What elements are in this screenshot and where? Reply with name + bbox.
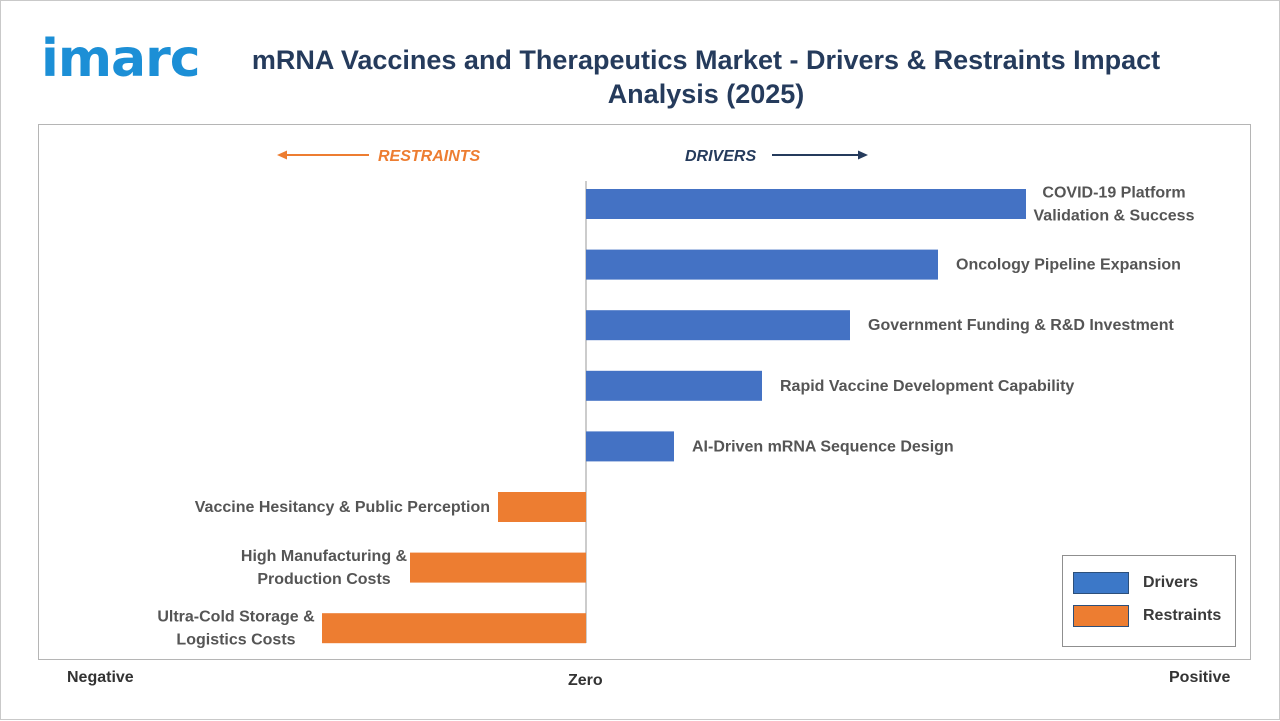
category-label: COVID-19 Platform Validation & Success xyxy=(1034,185,1195,225)
legend: Drivers Restraints xyxy=(1062,555,1236,647)
category-label: Vaccine Hesitancy & Public Perception xyxy=(195,499,490,516)
legend-swatch-restraints xyxy=(1073,605,1129,627)
driver-bar xyxy=(586,431,674,462)
category-label-line: COVID-19 Platform xyxy=(1042,185,1185,202)
restraint-bar xyxy=(322,613,586,644)
chart-title: mRNA Vaccines and Therapeutics Market - … xyxy=(251,45,1161,109)
driver-bar xyxy=(586,310,850,341)
driver-bar xyxy=(586,189,1026,219)
category-label: AI-Driven mRNA Sequence Design xyxy=(692,438,954,455)
category-label: Oncology Pipeline Expansion xyxy=(956,257,1181,274)
category-label-line: Logistics Costs xyxy=(176,632,295,649)
axis-label-negative: Negative xyxy=(67,669,134,686)
legend-swatch-drivers xyxy=(1073,572,1129,594)
legend-label-restraints: Restraints xyxy=(1143,607,1222,624)
legend-label-drivers: Drivers xyxy=(1143,574,1199,591)
drivers-arrow-icon xyxy=(858,150,868,160)
imarc-logo: imarc xyxy=(21,15,211,85)
category-label-line: Production Costs xyxy=(257,571,390,588)
drivers-direction-label: DRIVERS xyxy=(685,148,756,165)
driver-bar xyxy=(586,249,938,280)
restraints-direction-label: RESTRAINTS xyxy=(378,148,481,165)
category-label-line: Vaccine Hesitancy & Public Perception xyxy=(195,499,490,516)
driver-bar xyxy=(586,370,762,401)
category-label: Rapid Vaccine Development Capability xyxy=(780,378,1074,395)
restraint-bar xyxy=(410,552,586,583)
category-label-line: Government Funding & R&D Investment xyxy=(868,317,1174,334)
axis-label-zero: Zero xyxy=(568,672,603,689)
category-label-line: Validation & Success xyxy=(1034,208,1195,225)
category-label: High Manufacturing & Production Costs xyxy=(241,548,408,588)
logo-text: imarc xyxy=(41,29,201,89)
restraints-arrow-icon xyxy=(277,150,287,160)
category-label: Government Funding & R&D Investment xyxy=(868,317,1174,334)
restraint-bar xyxy=(498,492,586,522)
category-label-line: Oncology Pipeline Expansion xyxy=(956,257,1181,274)
category-label-line: Rapid Vaccine Development Capability xyxy=(780,378,1074,395)
axis-label-positive: Positive xyxy=(1169,669,1231,686)
category-label-line: Ultra-Cold Storage & xyxy=(157,609,315,626)
category-label: Ultra-Cold Storage & Logistics Costs xyxy=(157,609,315,649)
category-label-line: High Manufacturing & xyxy=(241,548,408,565)
category-label-line: AI-Driven mRNA Sequence Design xyxy=(692,438,954,455)
